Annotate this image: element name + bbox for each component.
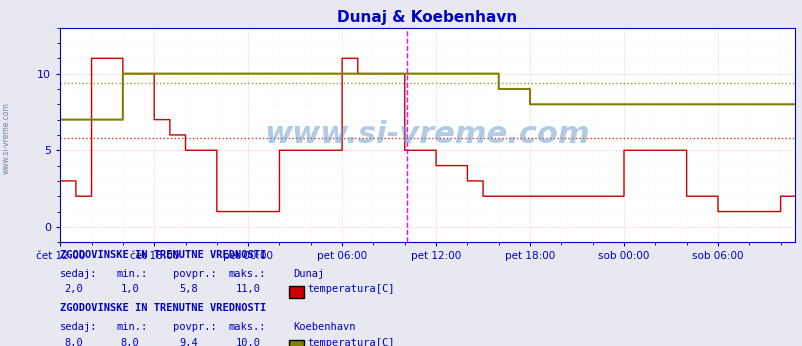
Text: povpr.:: povpr.: xyxy=(172,269,216,279)
Text: 8,0: 8,0 xyxy=(120,338,139,346)
Text: sedaj:: sedaj: xyxy=(60,322,98,333)
Text: 5,8: 5,8 xyxy=(179,284,197,294)
Text: temperatura[C]: temperatura[C] xyxy=(307,338,395,346)
Text: www.si-vreme.com: www.si-vreme.com xyxy=(2,102,11,174)
Text: 2,0: 2,0 xyxy=(64,284,83,294)
Text: Dunaj: Dunaj xyxy=(293,269,324,279)
Text: ZGODOVINSKE IN TRENUTNE VREDNOSTI: ZGODOVINSKE IN TRENUTNE VREDNOSTI xyxy=(60,303,266,313)
Text: 9,4: 9,4 xyxy=(179,338,197,346)
Title: Dunaj & Koebenhavn: Dunaj & Koebenhavn xyxy=(337,10,517,25)
Text: 8,0: 8,0 xyxy=(64,338,83,346)
Text: povpr.:: povpr.: xyxy=(172,322,216,333)
Text: temperatura[C]: temperatura[C] xyxy=(307,284,395,294)
Text: maks.:: maks.: xyxy=(229,269,266,279)
Text: maks.:: maks.: xyxy=(229,322,266,333)
Text: min.:: min.: xyxy=(116,322,148,333)
Text: 1,0: 1,0 xyxy=(120,284,139,294)
Text: 11,0: 11,0 xyxy=(235,284,260,294)
Text: min.:: min.: xyxy=(116,269,148,279)
Text: 10,0: 10,0 xyxy=(235,338,260,346)
Text: ZGODOVINSKE IN TRENUTNE VREDNOSTI: ZGODOVINSKE IN TRENUTNE VREDNOSTI xyxy=(60,250,266,260)
Text: sedaj:: sedaj: xyxy=(60,269,98,279)
Text: www.si-vreme.com: www.si-vreme.com xyxy=(265,120,589,149)
Text: Koebenhavn: Koebenhavn xyxy=(293,322,355,333)
